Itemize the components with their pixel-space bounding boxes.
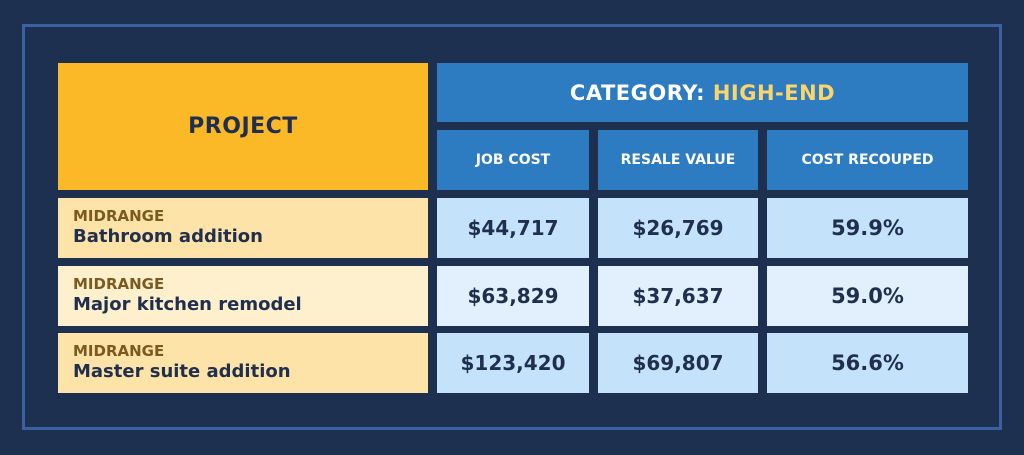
column-header-label: COST RECOUPED	[801, 152, 934, 168]
table-row-project: MIDRANGE Master suite addition	[58, 333, 428, 393]
project-header-label: PROJECT	[188, 114, 298, 139]
column-header-job-cost: JOB COST	[437, 130, 589, 190]
cost-recouped-text: 59.0%	[831, 284, 904, 308]
column-header-cost-recouped: COST RECOUPED	[767, 130, 968, 190]
resale-value-value: $69,807	[598, 333, 758, 393]
cost-recouped-value: 59.0%	[767, 266, 968, 326]
project-name: Major kitchen remodel	[73, 294, 302, 315]
category-value: HIGH-END	[712, 80, 836, 105]
job-cost-value: $123,420	[437, 333, 589, 393]
job-cost-text: $63,829	[467, 284, 559, 308]
resale-value-text: $37,637	[632, 284, 724, 308]
cost-recouped-value: 56.6%	[767, 333, 968, 393]
job-cost-text: $123,420	[460, 351, 566, 375]
category-header: CATEGORY: HIGH-END	[437, 63, 968, 122]
project-tier: MIDRANGE	[73, 275, 165, 293]
column-header-resale-value: RESALE VALUE	[598, 130, 758, 190]
job-cost-value: $63,829	[437, 266, 589, 326]
column-header-label: JOB COST	[475, 152, 551, 168]
resale-value-text: $26,769	[632, 216, 724, 240]
table-row-project: MIDRANGE Major kitchen remodel	[58, 266, 428, 326]
project-tier: MIDRANGE	[73, 342, 165, 360]
resale-value-value: $26,769	[598, 198, 758, 258]
project-tier: MIDRANGE	[73, 207, 165, 225]
job-cost-value: $44,717	[437, 198, 589, 258]
cost-recouped-text: 56.6%	[831, 351, 904, 375]
column-header-label: RESALE VALUE	[620, 152, 736, 168]
cost-recouped-text: 59.9%	[831, 216, 904, 240]
outer-frame	[22, 24, 1002, 430]
project-name: Master suite addition	[73, 361, 291, 382]
resale-value-text: $69,807	[632, 351, 724, 375]
resale-value-value: $37,637	[598, 266, 758, 326]
category-label: CATEGORY:	[569, 80, 705, 105]
table-row-project: MIDRANGE Bathroom addition	[58, 198, 428, 258]
job-cost-text: $44,717	[467, 216, 559, 240]
project-name: Bathroom addition	[73, 226, 263, 247]
cost-recouped-value: 59.9%	[767, 198, 968, 258]
project-header: PROJECT	[58, 63, 428, 190]
